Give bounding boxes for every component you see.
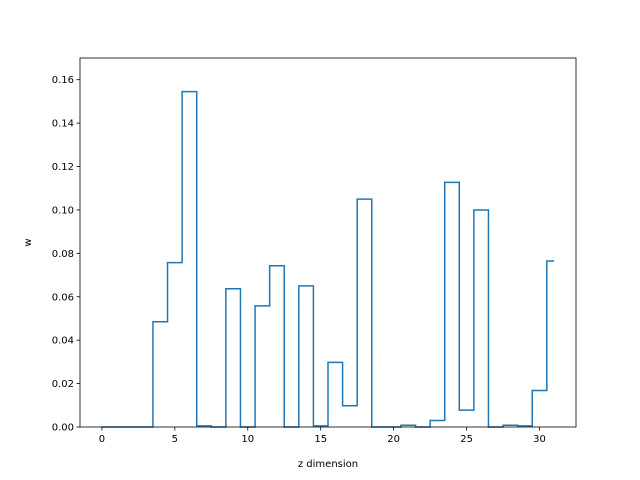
- data-point: [333, 360, 337, 364]
- axis-ticks: 0 5 10 15 20 25 30 0.00 0.02 0.04 0.06 0.08 0.10 0.12…: [52, 75, 546, 445]
- data-point: [450, 180, 454, 184]
- x-tick-label: 15: [314, 434, 327, 445]
- data-point: [435, 418, 439, 422]
- x-tick-label: 20: [387, 434, 400, 445]
- y-axis-label: w: [23, 238, 34, 246]
- data-point: [304, 284, 308, 288]
- data-point: [465, 408, 469, 412]
- data-point: [231, 287, 235, 291]
- data-point: [260, 304, 264, 308]
- data-point: [479, 208, 483, 212]
- data-point: [173, 261, 177, 265]
- x-tick-label: 5: [172, 434, 178, 445]
- y-tick-label: 0.08: [52, 249, 74, 260]
- y-tick-label: 0.06: [52, 292, 74, 303]
- y-tick-label: 0.10: [52, 205, 74, 216]
- data-point: [158, 320, 162, 324]
- y-tick-label: 0.14: [52, 119, 74, 130]
- y-tick-label: 0.16: [52, 75, 74, 86]
- x-tick-label: 25: [460, 434, 473, 445]
- data-point: [187, 90, 191, 94]
- data-point: [275, 264, 279, 268]
- x-tick-label: 10: [241, 434, 254, 445]
- x-tick-label: 30: [533, 434, 546, 445]
- y-tick-label: 0.04: [52, 336, 74, 347]
- axes-frame: [79, 57, 577, 428]
- data-point: [538, 389, 542, 393]
- y-tick-label: 0.12: [52, 162, 74, 173]
- series-step-line: [101, 90, 555, 428]
- data-point: [348, 404, 352, 408]
- y-tick-label: 0.00: [52, 423, 74, 434]
- data-point: [552, 259, 556, 263]
- x-axis-label: z dimension: [298, 459, 358, 470]
- data-point: [362, 197, 366, 201]
- x-tick-label: 0: [99, 434, 105, 445]
- y-tick-label: 0.02: [52, 379, 74, 390]
- plot-area: [101, 90, 556, 428]
